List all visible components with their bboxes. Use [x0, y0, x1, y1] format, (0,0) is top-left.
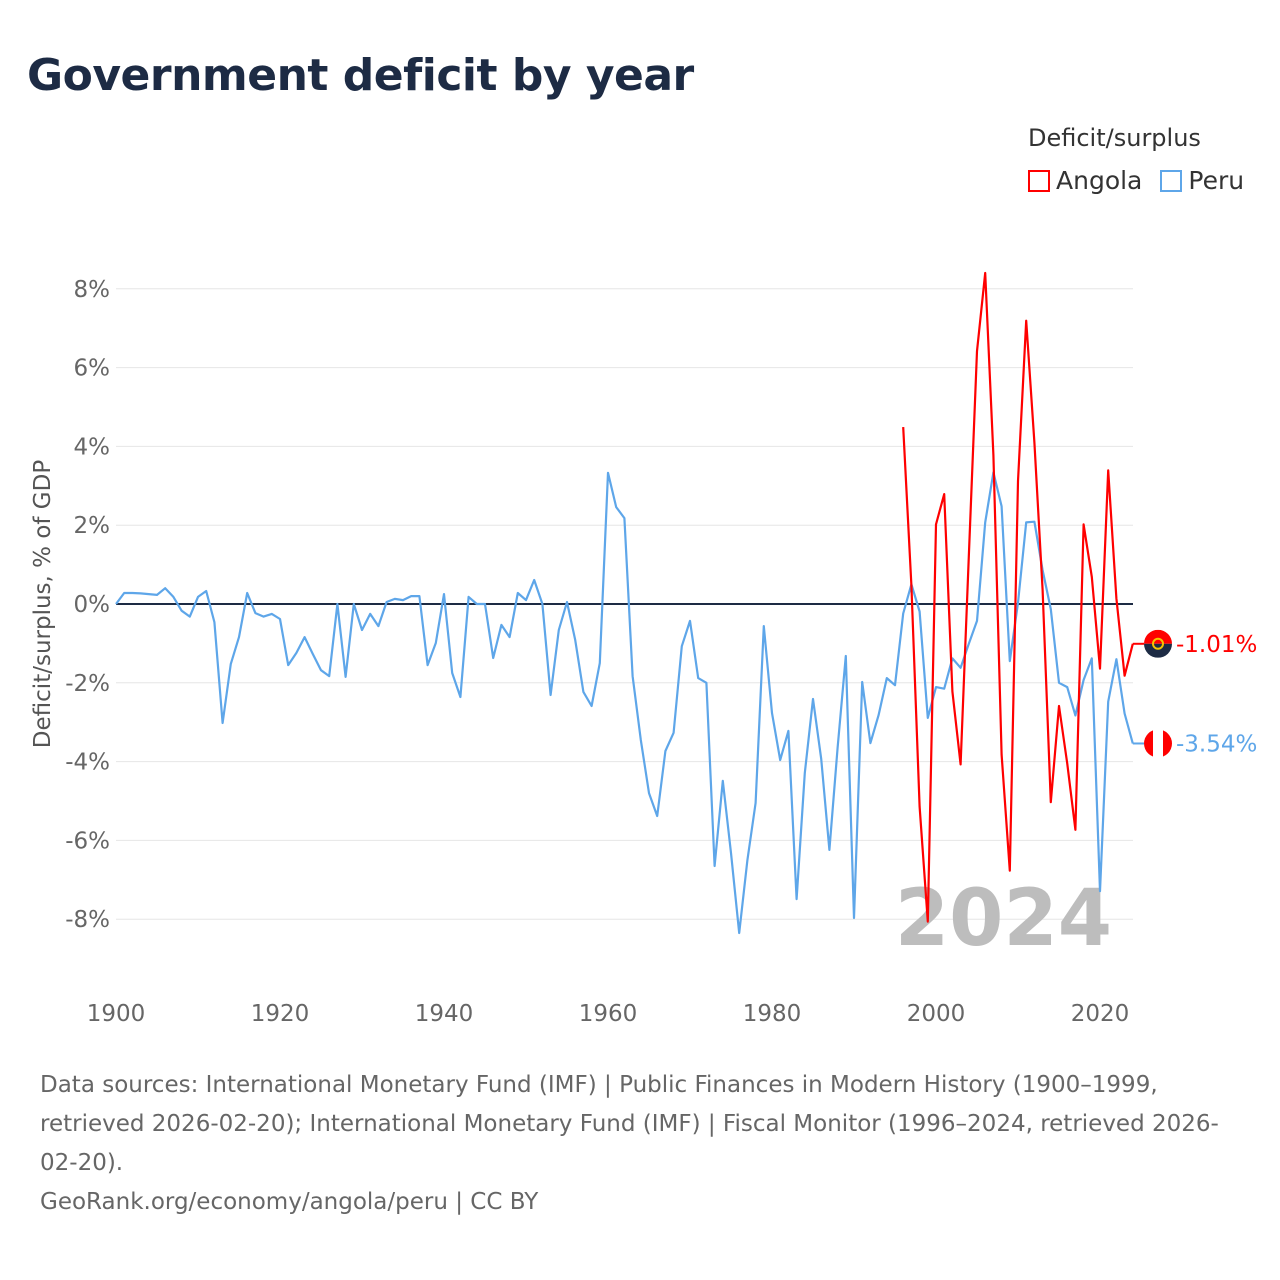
legend-item-angola[interactable]: Angola — [1028, 166, 1142, 195]
y-tick-label: -6% — [65, 828, 110, 854]
legend-title: Deficit/surplus — [1028, 124, 1201, 152]
y-tick-label: 4% — [74, 434, 111, 460]
x-tick-label: 1920 — [251, 1001, 310, 1027]
line-chart: 8% 6% 4% 2% 0% -2% -4% -6% -8% 1900 1920 1940 1960 19… — [30, 271, 1257, 1027]
end-label-angola: -1.01% — [1176, 632, 1257, 658]
footer: Data sources: International Monetary Fun… — [40, 1066, 1240, 1222]
x-tick-label: 1900 — [87, 1001, 146, 1027]
chart-title: Government deficit by year — [27, 50, 694, 101]
y-tick-label: 0% — [74, 592, 111, 618]
peru-flag-icon — [1144, 729, 1172, 758]
data-sources: Data sources: International Monetary Fun… — [40, 1072, 1219, 1176]
legend: Angola Peru — [1028, 166, 1244, 195]
series-line-angola — [902, 271, 1134, 923]
y-tick-label: 6% — [74, 356, 111, 382]
y-axis-label: Deficit/surplus, % of GDP — [30, 460, 56, 749]
x-tick-label: 1980 — [743, 1001, 802, 1027]
legend-swatch-peru — [1160, 169, 1183, 192]
x-tick-label: 1960 — [579, 1001, 638, 1027]
x-tick-label: 2020 — [1071, 1001, 1130, 1027]
series-line-peru — [115, 471, 1134, 935]
y-tick-label: -8% — [65, 907, 110, 933]
flag-stripe — [1163, 729, 1172, 758]
legend-item-peru[interactable]: Peru — [1160, 166, 1244, 195]
legend-label-angola: Angola — [1056, 166, 1143, 195]
flag-stripe — [1144, 629, 1172, 644]
flag-stripe — [1144, 643, 1172, 658]
legend-swatch-angola — [1028, 169, 1050, 192]
x-tick-label: 1940 — [415, 1001, 474, 1027]
y-tick-label: -2% — [65, 671, 110, 697]
y-tick-label: -4% — [65, 750, 110, 776]
angola-flag-icon — [1144, 629, 1172, 658]
end-label-peru: -3.54% — [1176, 731, 1257, 757]
legend-label-peru: Peru — [1188, 166, 1245, 195]
x-tick-label: 2000 — [907, 1001, 966, 1027]
flag-emblem — [1152, 637, 1164, 650]
y-tick-label: 8% — [74, 277, 111, 303]
y-tick-label: 2% — [74, 513, 111, 539]
credit-link[interactable]: GeoRank.org/economy/angola/peru | CC BY — [40, 1189, 539, 1215]
flag-stripe — [1144, 729, 1153, 758]
year-watermark: 2024 — [895, 874, 1112, 964]
